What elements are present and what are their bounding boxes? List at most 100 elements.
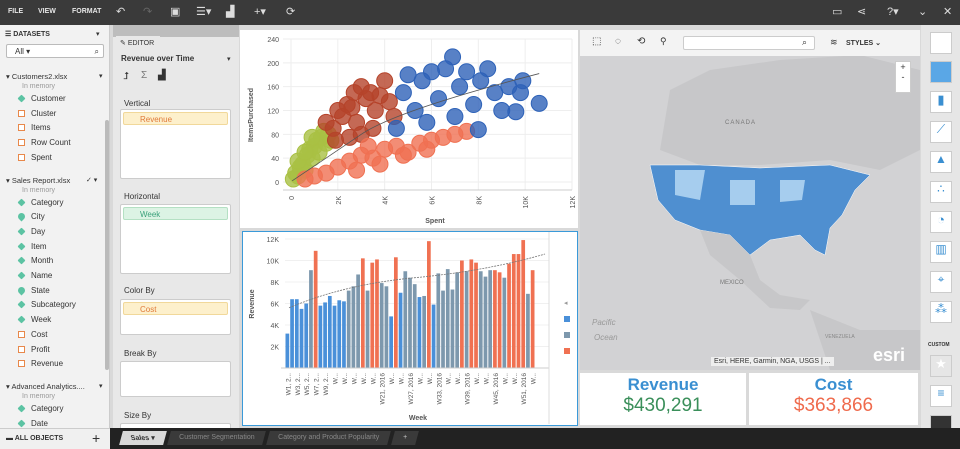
field-item[interactable]: Items: [18, 123, 51, 132]
dataset-group[interactable]: ▾ Customers2.xlsx: [6, 72, 68, 81]
horizontal-pill-week[interactable]: Week: [123, 207, 228, 220]
map-search-input[interactable]: [683, 36, 815, 50]
attribute-icon: [17, 198, 26, 206]
map-panel[interactable]: ⬚ ◌ ⟲ ⚲ ⌕ ≋ STYLES ⌄ + - CANADA MEXICO Pa…: [580, 30, 920, 370]
pie-chart-viz-icon[interactable]: ◔: [930, 211, 952, 233]
break-by-dropzone[interactable]: [120, 361, 231, 397]
field-item[interactable]: Spent: [18, 153, 52, 162]
field-item[interactable]: Subcategory: [17, 300, 76, 309]
search-icon[interactable]: ⌕: [802, 37, 808, 47]
chart-options-icon[interactable]: ▟: [158, 70, 166, 81]
refresh-icon[interactable]: ⟳: [286, 6, 296, 18]
menu-file[interactable]: FILE: [8, 8, 24, 15]
dataset-filter-select[interactable]: All ▾ ⌕: [6, 44, 104, 58]
dataset-group[interactable]: ▾ Advanced Analytics....: [6, 381, 85, 391]
grid-viz-icon[interactable]: [930, 32, 952, 54]
network-viz-icon[interactable]: ⁂: [930, 301, 952, 323]
field-item[interactable]: Category: [17, 198, 63, 207]
dataset-group[interactable]: ▾ Sales Report.xlsx: [6, 175, 71, 185]
field-item[interactable]: State: [16, 285, 50, 296]
field-item[interactable]: Profit: [18, 345, 50, 354]
area-chart-viz-icon[interactable]: ▲: [930, 151, 952, 173]
tab-editor[interactable]: ✎ EDITOR: [116, 36, 160, 50]
rect-select-icon[interactable]: ⬚: [592, 36, 602, 47]
horizontal-dropzone[interactable]: Week: [120, 204, 231, 274]
all-objects-label[interactable]: ▬ ALL OBJECTS: [6, 435, 64, 442]
bubble-chart-viz-icon[interactable]: ∴: [930, 181, 952, 203]
field-item[interactable]: Item: [17, 242, 47, 251]
field-item[interactable]: Week: [17, 315, 52, 325]
tab-sales[interactable]: Sales ▾: [119, 431, 167, 445]
presentation-icon[interactable]: ▭: [832, 6, 843, 18]
scrollbar[interactable]: [105, 120, 109, 370]
zoom-out-button[interactable]: -: [901, 72, 905, 82]
add-icon[interactable]: +▾: [254, 6, 266, 18]
sigma-icon[interactable]: Σ: [141, 70, 148, 81]
lasso-select-icon[interactable]: ⟲: [637, 36, 646, 47]
field-item[interactable]: Row Count: [18, 138, 71, 147]
line-chart-viz-icon[interactable]: ⟋: [930, 121, 952, 143]
menu-format[interactable]: FORMAT: [72, 8, 102, 15]
bar: [384, 286, 389, 368]
zoom-in-button[interactable]: +: [900, 62, 906, 72]
y-tick-label: 4K: [270, 323, 279, 330]
tab-category-product-popularity[interactable]: Category and Product Popularity: [266, 431, 392, 445]
field-label: Week: [31, 315, 52, 325]
color-by-dropzone[interactable]: Cost: [120, 299, 231, 335]
bar: [516, 254, 521, 368]
share-icon[interactable]: ⋖: [857, 6, 867, 18]
field-item[interactable]: Day: [17, 227, 45, 236]
add-data-icon[interactable]: ☰▾: [196, 6, 212, 18]
kpi-cost[interactable]: Cost $363,866: [749, 373, 918, 425]
field-item[interactable]: Cost: [18, 330, 47, 339]
datasets-menu-icon[interactable]: ▾: [96, 31, 100, 38]
add-sheet-button[interactable]: +: [391, 431, 420, 445]
visualization-name[interactable]: Revenue over Time: [121, 54, 195, 63]
clear-selection-icon[interactable]: ⚲: [660, 36, 667, 46]
horizontal-label: Horizontal: [124, 192, 161, 201]
list-custom-icon[interactable]: ≡: [930, 385, 952, 407]
styles-button[interactable]: STYLES ⌄: [846, 40, 882, 47]
vertical-dropzone[interactable]: Revenue: [120, 109, 231, 179]
break-by-label: Break By: [124, 349, 157, 358]
map-canvas[interactable]: [580, 30, 920, 370]
combo-chart-viz-icon[interactable]: ▥: [930, 241, 952, 263]
bar-chart-panel[interactable]: 2K 4K 6K 8K 10K 12K W1, 2... W3, 2... W5, 2... W7…: [242, 231, 578, 426]
field-item[interactable]: Cluster: [18, 109, 56, 118]
all-objects-bar[interactable]: ▬ ALL OBJECTS +: [0, 428, 110, 449]
close-icon[interactable]: ✕: [943, 6, 953, 18]
dataset-menu-icon[interactable]: ▾: [99, 73, 103, 80]
field-item[interactable]: Name: [17, 271, 52, 280]
field-item[interactable]: City: [16, 211, 45, 222]
redo-icon[interactable]: ↷: [143, 6, 153, 18]
search-icon[interactable]: ⌕: [94, 47, 99, 56]
field-item[interactable]: Category: [17, 404, 63, 413]
add-object-button[interactable]: +: [92, 430, 101, 446]
scatter-chart-panel[interactable]: 0 40 80 120 160 200 240 0 2K 4K 6K 8K 10K 12K Spent Ite…: [240, 30, 578, 228]
tab-customer-segmentation[interactable]: Customer Segmentation: [166, 431, 267, 445]
undo-icon[interactable]: ↶: [116, 6, 126, 18]
add-chart-icon[interactable]: ▟: [226, 6, 235, 18]
layers-icon[interactable]: ≋: [830, 37, 838, 47]
save-icon[interactable]: ▣: [170, 6, 181, 18]
swap-axes-icon[interactable]: ⮥: [123, 71, 129, 82]
dataset-menu-icon[interactable]: ✓ ▾: [86, 176, 98, 184]
heatmap-viz-icon[interactable]: [930, 61, 952, 83]
color-pill-cost[interactable]: Cost: [123, 302, 228, 315]
field-item[interactable]: Date: [17, 419, 48, 428]
viz-menu-icon[interactable]: ▾: [227, 56, 231, 63]
field-item[interactable]: Customer: [17, 94, 66, 103]
kpi-revenue[interactable]: Revenue $430,291: [580, 373, 746, 425]
star-custom-icon[interactable]: ★: [930, 355, 952, 377]
field-item[interactable]: Month: [17, 256, 53, 265]
help-icon[interactable]: ?▾: [887, 6, 899, 18]
chevron-down-icon[interactable]: ⌄: [918, 6, 928, 18]
map-viz-icon[interactable]: ⌖: [930, 271, 952, 293]
circle-select-icon[interactable]: ◌: [615, 36, 621, 47]
bar-chart-viz-icon[interactable]: ▮: [930, 91, 952, 113]
bar: [332, 305, 337, 368]
field-item[interactable]: Revenue: [18, 359, 63, 368]
dataset-menu-icon[interactable]: ▾: [99, 382, 103, 390]
vertical-pill-revenue[interactable]: Revenue: [123, 112, 228, 125]
menu-view[interactable]: VIEW: [38, 8, 56, 15]
